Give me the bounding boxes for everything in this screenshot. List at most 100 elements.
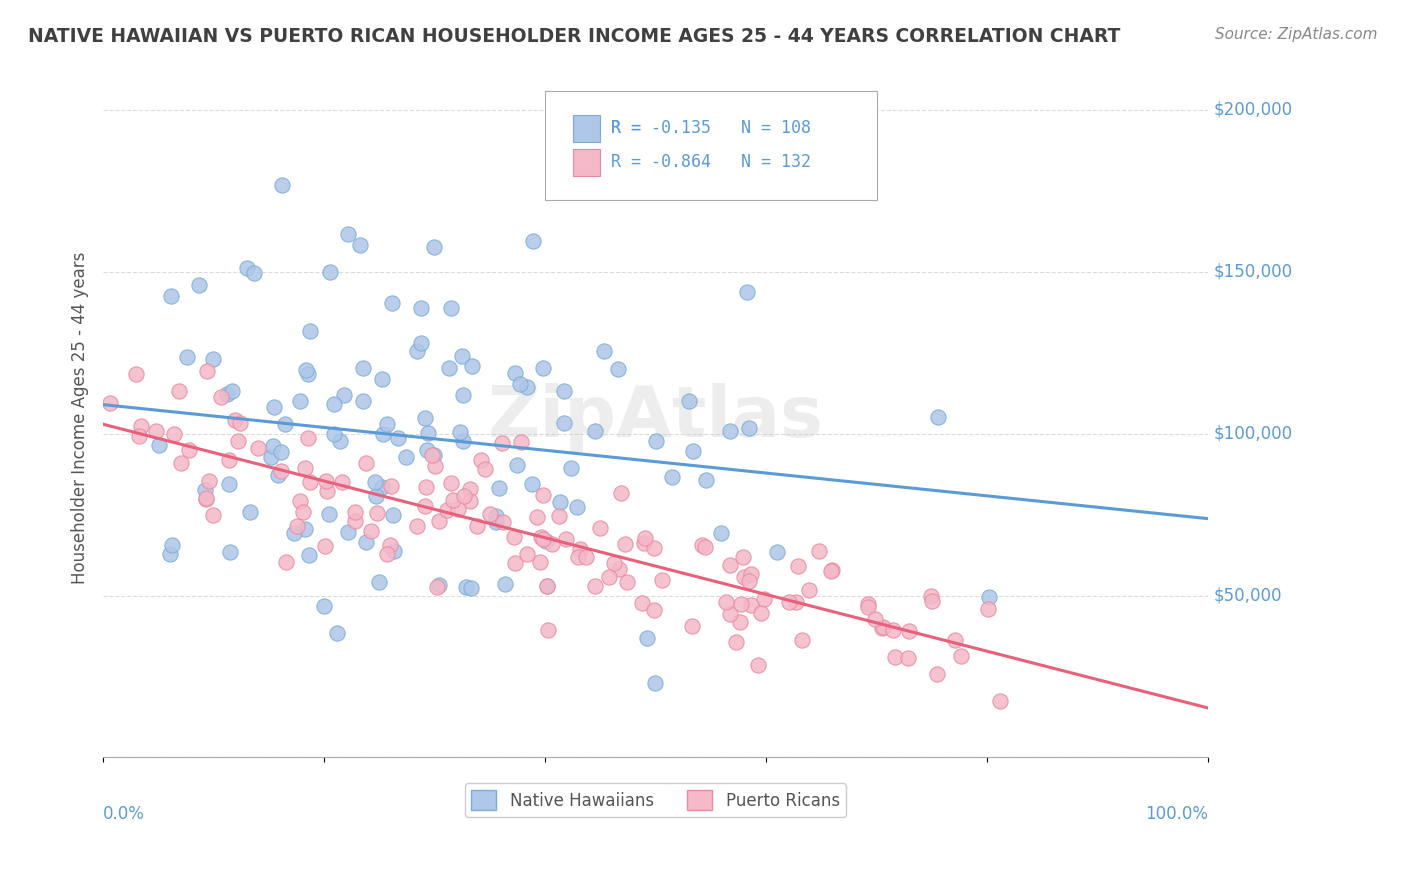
Y-axis label: Householder Income Ages 25 - 44 years: Householder Income Ages 25 - 44 years (72, 252, 89, 583)
Point (451, 434, 474, 449)
Point (159, 289, 181, 303)
Point (785, 595, 807, 609)
Point (239, 504, 262, 518)
Point (536, 579, 558, 593)
Point (491, 436, 513, 450)
Point (274, 417, 297, 432)
Point (731, 549, 754, 564)
Text: $200,000: $200,000 (1213, 101, 1292, 119)
Point (515, 547, 537, 561)
Point (201, 352, 224, 367)
Point (583, 424, 606, 438)
Point (950, 649, 973, 664)
Point (366, 506, 388, 520)
Point (740, 566, 762, 581)
Point (567, 550, 589, 565)
Point (329, 434, 352, 448)
Point (176, 350, 198, 364)
Point (920, 589, 942, 603)
Point (406, 344, 429, 359)
Point (643, 603, 665, 617)
Text: $50,000: $50,000 (1213, 587, 1282, 605)
Point (737, 574, 759, 589)
Point (429, 515, 451, 529)
Point (148, 437, 170, 451)
Point (267, 467, 290, 482)
Point (292, 505, 315, 519)
Point (371, 426, 394, 441)
Point (229, 416, 252, 430)
Point (395, 450, 418, 464)
Point (502, 530, 524, 544)
Point (276, 556, 298, 570)
Point (298, 324, 321, 338)
Point (360, 524, 382, 538)
Point (415, 442, 437, 457)
Point (458, 493, 481, 508)
Point (128, 429, 150, 443)
Point (416, 426, 439, 441)
Point (610, 485, 633, 500)
Point (531, 360, 554, 375)
Point (537, 624, 560, 638)
Legend: Native Hawaiians, Puerto Ricans: Native Hawaiians, Puerto Ricans (465, 783, 846, 817)
Point (387, 431, 409, 445)
Point (236, 260, 259, 275)
Point (409, 301, 432, 316)
Point (693, 541, 716, 555)
Point (644, 675, 666, 690)
Point (485, 509, 508, 524)
Text: R =: R = (612, 120, 651, 137)
Text: $150,000: $150,000 (1213, 263, 1292, 281)
FancyBboxPatch shape (572, 115, 600, 142)
Point (778, 595, 800, 609)
Point (858, 599, 880, 614)
Point (228, 434, 250, 449)
Point (375, 417, 398, 432)
Point (548, 509, 571, 524)
Point (451, 388, 474, 402)
Point (380, 478, 402, 492)
Point (218, 476, 240, 491)
Point (510, 435, 533, 450)
Text: R = -0.864   N = 132: R = -0.864 N = 132 (612, 153, 811, 171)
Point (633, 536, 655, 550)
Point (315, 474, 337, 488)
Point (522, 234, 544, 248)
Point (283, 525, 305, 540)
Point (747, 658, 769, 673)
Point (710, 526, 733, 541)
Point (415, 410, 437, 425)
Point (765, 545, 787, 559)
FancyBboxPatch shape (572, 149, 600, 176)
Point (718, 607, 741, 621)
Point (553, 416, 575, 430)
Point (616, 574, 638, 589)
Point (526, 509, 548, 524)
Point (607, 561, 630, 575)
Point (370, 371, 392, 385)
Point (246, 441, 269, 455)
Point (883, 650, 905, 665)
Point (354, 457, 377, 471)
Point (733, 570, 755, 584)
Point (378, 538, 401, 552)
Point (979, 591, 1001, 605)
Point (160, 538, 183, 552)
Point (872, 620, 894, 634)
Point (636, 631, 658, 645)
Point (124, 367, 146, 381)
Point (506, 458, 529, 473)
Point (436, 503, 458, 517)
Point (509, 377, 531, 392)
Point (333, 387, 356, 401)
Point (643, 541, 665, 555)
Point (356, 534, 378, 549)
Point (735, 285, 758, 299)
Point (294, 461, 316, 475)
Point (224, 413, 246, 427)
Point (714, 595, 737, 609)
Point (298, 548, 321, 562)
Point (371, 480, 394, 494)
Point (420, 448, 443, 462)
